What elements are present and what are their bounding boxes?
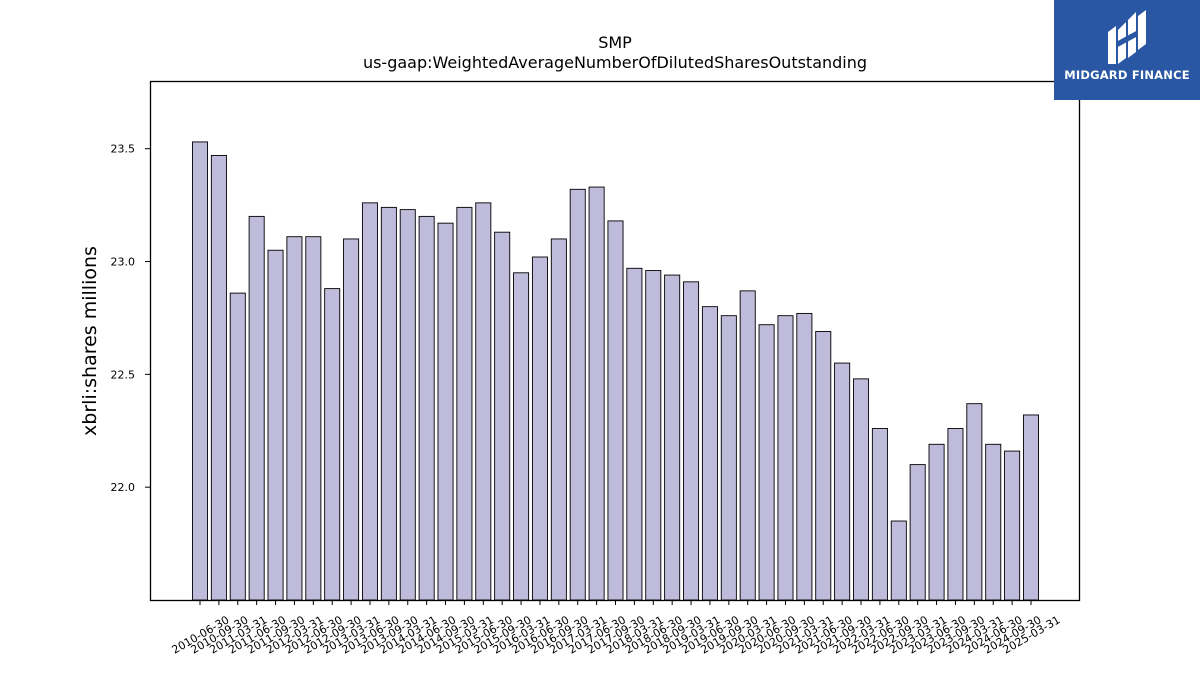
midgard-logo-icon <box>1108 10 1146 64</box>
x-axis-ticks: 2010-06-302010-09-302011-03-312011-06-30… <box>170 600 1063 657</box>
brand-logo: MIDGARD FINANCE <box>1054 0 1200 100</box>
bar-2013-06-30 <box>361 202 378 601</box>
bar-2012-06-30 <box>305 236 322 601</box>
y-tick-label: 22.0 <box>111 481 136 494</box>
y-axis-ticks: 22.0 22.5 23.0 23.5 <box>111 143 150 494</box>
plot-frame <box>149 80 1081 602</box>
bars-group <box>191 141 1040 601</box>
bar-2015-03-31 <box>456 206 473 601</box>
bar-2017-09-30 <box>607 220 624 601</box>
bar-2015-06-30 <box>475 202 492 601</box>
bar-2014-03-31 <box>399 209 416 601</box>
bar-2019-06-30 <box>701 306 718 601</box>
bar-2020-06-30 <box>758 324 775 601</box>
bar-2011-09-30 <box>267 249 284 601</box>
bar-2018-03-31 <box>626 267 643 601</box>
bar-2015-09-30 <box>494 231 511 601</box>
bar-2012-09-30 <box>324 288 341 601</box>
bar-2014-09-30 <box>437 222 454 601</box>
bar-2010-06-30 <box>191 141 209 601</box>
bar-2021-03-31 <box>796 312 813 601</box>
chart-title: SMP <box>598 33 632 52</box>
bar-2021-06-30 <box>815 331 832 601</box>
bar-2020-03-31 <box>739 290 756 601</box>
bar-2018-09-30 <box>664 274 681 601</box>
bar-2017-03-31 <box>569 188 586 601</box>
bar-2018-06-30 <box>645 270 662 601</box>
chart-subtitle: us-gaap:WeightedAverageNumberOfDilutedSh… <box>363 53 867 72</box>
bar-2025-03-31 <box>1022 414 1040 601</box>
bar-2024-06-30 <box>985 443 1002 601</box>
bar-2013-03-31 <box>343 238 360 601</box>
logo-text: MIDGARD FINANCE <box>1064 68 1190 82</box>
bar-2024-03-31 <box>966 403 983 601</box>
bar-2021-09-30 <box>834 362 851 601</box>
bar-2011-06-30 <box>248 215 265 601</box>
bar-2010-09-30 <box>210 155 227 601</box>
bar-2019-03-31 <box>683 281 700 601</box>
bar-2016-03-31 <box>513 272 530 601</box>
bar-2012-03-31 <box>286 236 303 601</box>
bar-2013-09-30 <box>380 206 397 601</box>
y-tick-label: 23.0 <box>111 256 136 269</box>
y-tick-label: 22.5 <box>111 368 136 381</box>
bar-2022-03-31 <box>853 378 870 601</box>
bar-2023-06-30 <box>928 443 945 601</box>
bar-2022-06-30 <box>871 428 888 601</box>
bar-2016-09-30 <box>550 238 567 601</box>
bar-2019-09-30 <box>720 315 737 601</box>
bar-2022-09-30 <box>890 520 907 601</box>
bar-2014-06-30 <box>418 215 435 601</box>
bar-2016-06-30 <box>531 256 548 601</box>
bar-2011-03-31 <box>229 292 246 601</box>
y-axis-label: xbrli:shares millions <box>79 246 101 436</box>
bar-2024-09-30 <box>1004 450 1021 601</box>
bar-2023-09-30 <box>947 428 964 601</box>
bar-2017-06-30 <box>588 186 605 601</box>
y-tick-label: 23.5 <box>111 143 136 156</box>
bar-2020-09-30 <box>777 315 794 601</box>
bar-2023-03-31 <box>909 464 926 601</box>
